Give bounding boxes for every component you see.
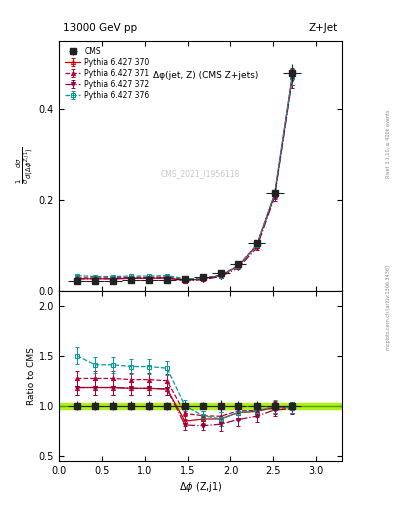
- Bar: [59, 403, 342, 409]
- Text: 13000 GeV pp: 13000 GeV pp: [63, 23, 137, 33]
- Text: Rivet 3.1.10, ≥ 400k events: Rivet 3.1.10, ≥ 400k events: [386, 109, 391, 178]
- Text: Z+Jet: Z+Jet: [309, 23, 338, 33]
- Y-axis label: Ratio to CMS: Ratio to CMS: [27, 347, 36, 404]
- Text: Δφ(jet, Z) (CMS Z+jets): Δφ(jet, Z) (CMS Z+jets): [153, 71, 259, 80]
- X-axis label: $\Delta\phi$ (Z,j1): $\Delta\phi$ (Z,j1): [179, 480, 222, 494]
- Text: mcplots.cern.ch [arXiv:1306.3436]: mcplots.cern.ch [arXiv:1306.3436]: [386, 265, 391, 350]
- Y-axis label: $\frac{1}{\sigma}\frac{d\sigma}{d(\Delta\phi^{Z,j1})}$: $\frac{1}{\sigma}\frac{d\sigma}{d(\Delta…: [15, 147, 36, 184]
- Legend: CMS, Pythia 6.427 370, Pythia 6.427 371, Pythia 6.427 372, Pythia 6.427 376: CMS, Pythia 6.427 370, Pythia 6.427 371,…: [63, 45, 152, 102]
- Text: CMS_2021_I1956118: CMS_2021_I1956118: [161, 169, 240, 178]
